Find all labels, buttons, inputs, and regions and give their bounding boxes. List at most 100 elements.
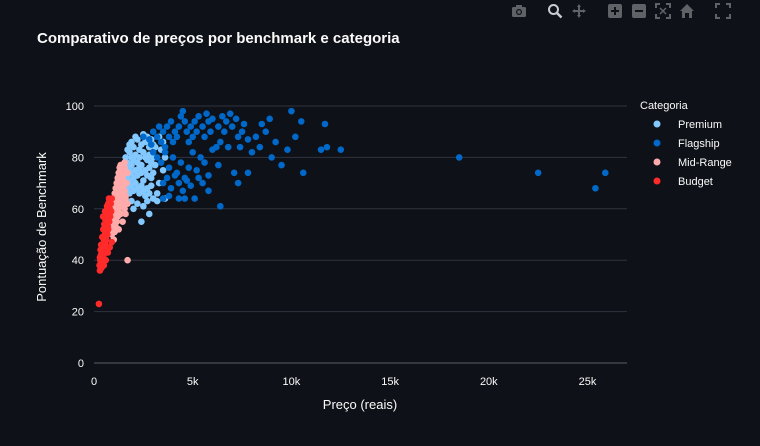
data-point[interactable] <box>103 202 111 210</box>
home-icon[interactable] <box>678 2 696 20</box>
data-point[interactable] <box>217 202 224 210</box>
data-point[interactable] <box>177 159 185 166</box>
data-point[interactable] <box>140 202 147 210</box>
camera-icon[interactable] <box>510 2 528 20</box>
data-point[interactable] <box>230 169 238 177</box>
pan-icon[interactable] <box>570 2 588 20</box>
data-point[interactable] <box>256 143 264 151</box>
fullscreen-icon[interactable] <box>714 2 732 20</box>
legend-item[interactable]: Flagship <box>653 138 720 150</box>
data-point[interactable] <box>138 218 145 225</box>
data-point[interactable] <box>297 118 305 125</box>
data-point[interactable] <box>193 166 200 174</box>
data-point[interactable] <box>207 128 214 135</box>
data-point[interactable] <box>278 161 285 169</box>
data-point[interactable] <box>132 179 139 187</box>
data-point[interactable] <box>115 226 122 233</box>
data-point[interactable] <box>145 164 153 171</box>
data-point[interactable] <box>98 233 106 241</box>
data-point[interactable] <box>299 169 307 177</box>
data-point[interactable] <box>119 218 126 225</box>
data-point[interactable] <box>171 172 179 179</box>
data-point[interactable] <box>100 220 108 228</box>
data-point[interactable] <box>252 133 260 141</box>
data-point[interactable] <box>140 177 147 184</box>
data-point[interactable] <box>262 128 270 135</box>
data-point[interactable] <box>292 133 299 141</box>
legend-item[interactable]: Premium <box>653 119 723 131</box>
data-point[interactable] <box>147 182 155 189</box>
data-point[interactable] <box>171 128 179 135</box>
data-point[interactable] <box>169 138 177 146</box>
data-point[interactable] <box>187 123 195 130</box>
zoom-out-icon[interactable] <box>630 2 648 20</box>
autoscale-icon[interactable] <box>654 2 672 20</box>
data-point[interactable] <box>153 190 161 197</box>
data-point[interactable] <box>220 128 228 135</box>
data-point[interactable] <box>189 148 197 156</box>
data-point[interactable] <box>138 182 145 189</box>
data-point[interactable] <box>217 138 224 146</box>
data-point[interactable] <box>181 195 189 202</box>
data-point[interactable] <box>209 115 216 123</box>
data-point[interactable] <box>183 128 191 135</box>
data-point[interactable] <box>337 146 345 153</box>
data-point[interactable] <box>122 210 129 218</box>
data-point[interactable] <box>268 154 275 161</box>
data-point[interactable] <box>601 169 609 177</box>
data-point[interactable] <box>130 205 137 213</box>
data-point[interactable] <box>124 169 131 177</box>
data-point[interactable] <box>121 159 128 166</box>
data-point[interactable] <box>244 136 252 143</box>
data-point[interactable] <box>199 179 206 187</box>
data-point[interactable] <box>163 174 171 182</box>
data-point[interactable] <box>226 110 234 118</box>
data-point[interactable] <box>96 254 104 261</box>
data-point[interactable] <box>201 159 208 166</box>
data-point[interactable] <box>240 120 248 128</box>
data-point[interactable] <box>191 118 198 125</box>
data-point[interactable] <box>288 107 295 115</box>
data-point[interactable] <box>183 177 191 184</box>
data-point[interactable] <box>144 197 151 205</box>
data-point[interactable] <box>165 192 173 200</box>
data-point[interactable] <box>120 190 127 197</box>
data-point[interactable] <box>179 187 187 195</box>
data-point[interactable] <box>195 112 202 120</box>
data-point[interactable] <box>157 138 165 146</box>
data-point[interactable] <box>248 148 256 156</box>
data-point[interactable] <box>321 120 329 128</box>
data-point[interactable] <box>159 179 167 187</box>
data-point[interactable] <box>157 159 165 166</box>
data-point[interactable] <box>155 123 163 130</box>
data-point[interactable] <box>185 138 193 146</box>
data-point[interactable] <box>99 213 107 220</box>
data-point[interactable] <box>153 197 161 205</box>
data-point[interactable] <box>222 118 230 125</box>
data-point[interactable] <box>121 205 128 213</box>
data-point[interactable] <box>592 184 599 192</box>
data-point[interactable] <box>153 133 161 141</box>
data-point[interactable] <box>199 123 206 130</box>
data-point[interactable] <box>161 148 169 156</box>
data-point[interactable] <box>219 112 226 120</box>
data-point[interactable] <box>145 210 153 218</box>
data-point[interactable] <box>205 172 212 179</box>
data-point[interactable] <box>197 154 204 161</box>
data-point[interactable] <box>136 164 143 171</box>
data-point[interactable] <box>151 161 159 169</box>
data-point[interactable] <box>149 128 157 135</box>
data-point[interactable] <box>173 133 181 141</box>
data-point[interactable] <box>95 300 103 308</box>
data-point[interactable] <box>185 164 193 171</box>
data-point[interactable] <box>209 146 216 153</box>
data-point[interactable] <box>122 195 129 202</box>
data-point[interactable] <box>136 154 143 161</box>
data-point[interactable] <box>149 148 157 156</box>
data-point[interactable] <box>117 210 124 218</box>
data-point[interactable] <box>134 136 141 143</box>
data-point[interactable] <box>232 115 240 123</box>
legend-item[interactable]: Budget <box>653 176 713 188</box>
data-point[interactable] <box>323 143 331 151</box>
data-point[interactable] <box>140 133 147 141</box>
